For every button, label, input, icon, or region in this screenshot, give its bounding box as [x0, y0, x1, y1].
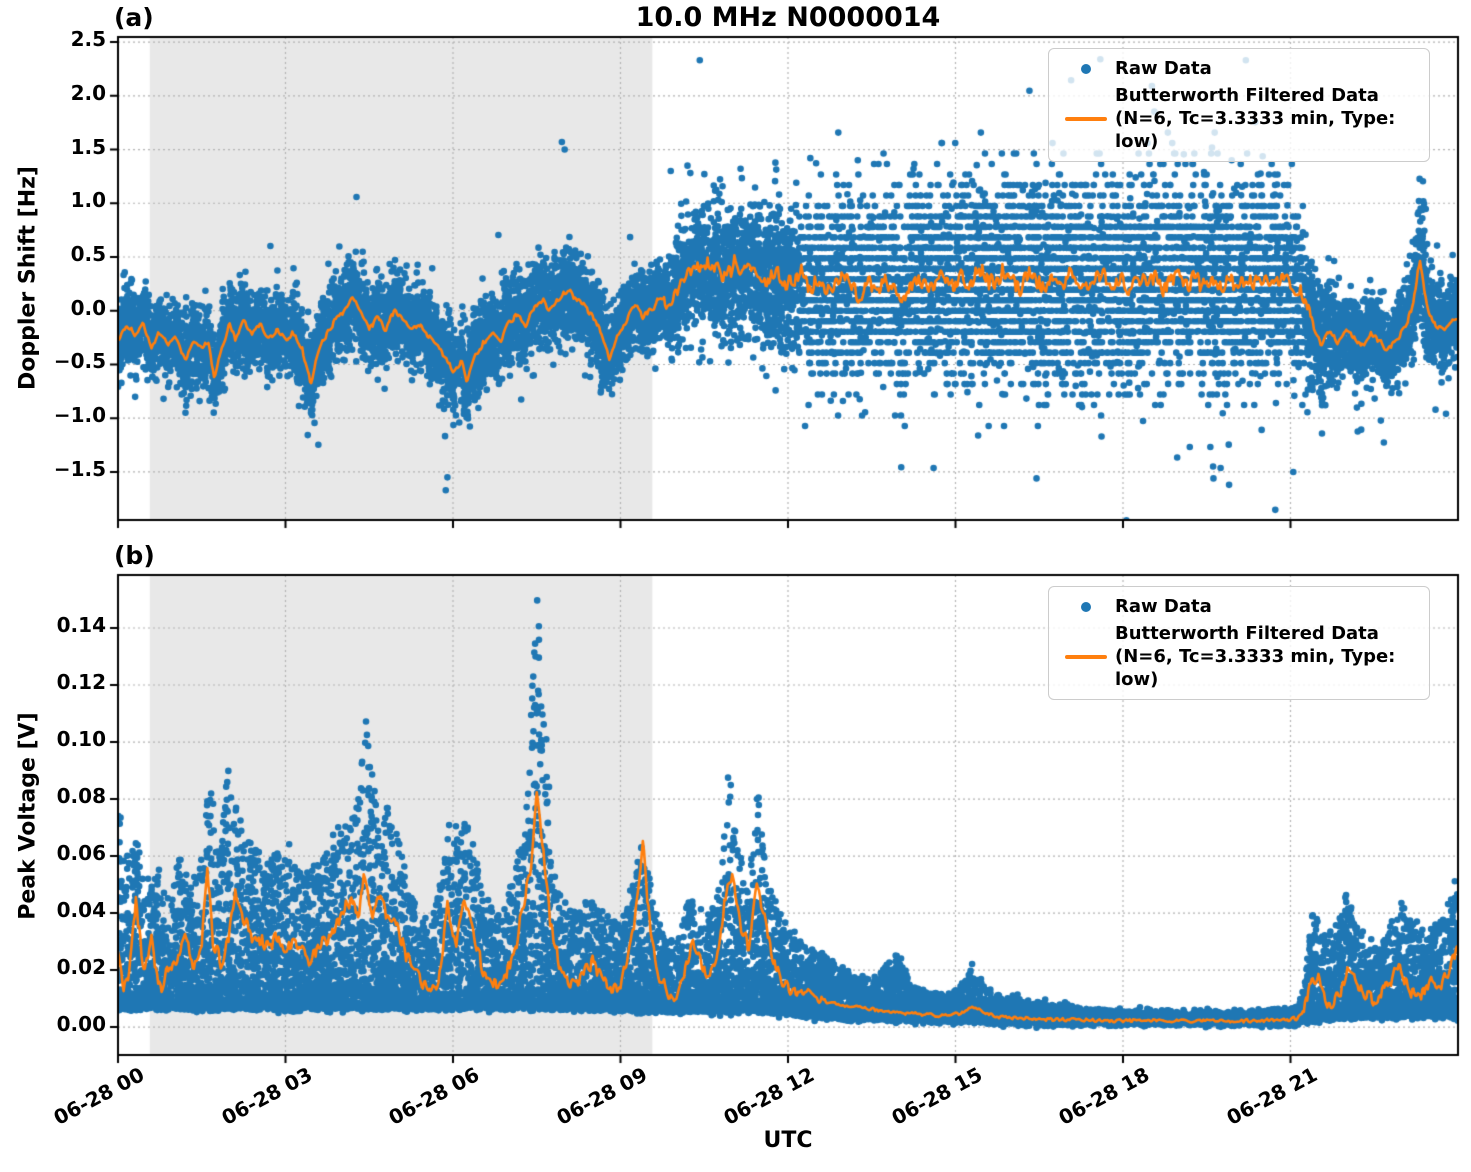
ytick-label-doppler: −0.5 — [53, 349, 106, 374]
ytick-label-voltage: 0.00 — [56, 1012, 106, 1037]
chart-title: 10.0 MHz N0000014 — [635, 2, 941, 33]
legend-b-raw-label: Raw Data — [1115, 596, 1212, 617]
ytick-label-voltage: 0.10 — [56, 727, 106, 752]
legend-b: Raw Data Butterworth Filtered Data (N=6, … — [1048, 586, 1430, 701]
ytick-label-doppler: 0.5 — [70, 242, 106, 266]
ytick-label-doppler: 0.0 — [70, 295, 106, 320]
ytick-label-voltage: 0.02 — [56, 955, 106, 980]
panel-label-a: (a) — [114, 3, 154, 32]
legend-a-filtered-params: (N=6, Tc=3.3333 min, Type: low) — [1115, 108, 1396, 153]
ytick-label-doppler: −1.0 — [53, 403, 106, 428]
ytick-label-voltage: 0.04 — [56, 898, 106, 923]
legend-a: Raw Data Butterworth Filtered Data (N=6, … — [1048, 48, 1430, 163]
y-axis-label-voltage: Peak Voltage [V] — [15, 712, 41, 920]
ytick-label-doppler: 1.5 — [70, 134, 106, 159]
x-axis-label: UTC — [763, 1128, 813, 1153]
y-axis-label-doppler: Doppler Shift [Hz] — [15, 166, 41, 390]
ytick-label-doppler: 2.5 — [70, 27, 106, 52]
ytick-label-voltage: 0.08 — [56, 784, 106, 809]
legend-a-filtered-label: Butterworth Filtered Data — [1115, 85, 1379, 107]
filtered-line-marker-icon — [1057, 116, 1115, 121]
legend-b-raw-row: Raw Data — [1057, 595, 1419, 618]
legend-b-filtered-params: (N=6, Tc=3.3333 min, Type: low) — [1115, 646, 1396, 691]
legend-a-raw-label: Raw Data — [1115, 58, 1212, 79]
ytick-label-voltage: 0.14 — [56, 613, 106, 638]
filtered-line-marker-icon — [1057, 654, 1115, 659]
legend-b-filtered-label: Butterworth Filtered Data — [1115, 623, 1379, 645]
raw-data-marker-icon — [1057, 63, 1115, 74]
legend-b-filtered-row: Butterworth Filtered Data (N=6, Tc=3.3333… — [1057, 622, 1419, 691]
ytick-label-voltage: 0.12 — [56, 670, 106, 695]
ytick-label-doppler: 2.0 — [70, 80, 106, 105]
panel-label-b: (b) — [114, 541, 155, 570]
raw-data-marker-icon — [1057, 601, 1115, 612]
legend-a-filtered-row: Butterworth Filtered Data (N=6, Tc=3.3333… — [1057, 84, 1419, 153]
ytick-label-doppler: 1.0 — [70, 188, 106, 213]
ytick-label-doppler: −1.5 — [53, 456, 106, 481]
legend-a-raw-row: Raw Data — [1057, 57, 1419, 80]
ytick-label-voltage: 0.06 — [56, 841, 106, 866]
